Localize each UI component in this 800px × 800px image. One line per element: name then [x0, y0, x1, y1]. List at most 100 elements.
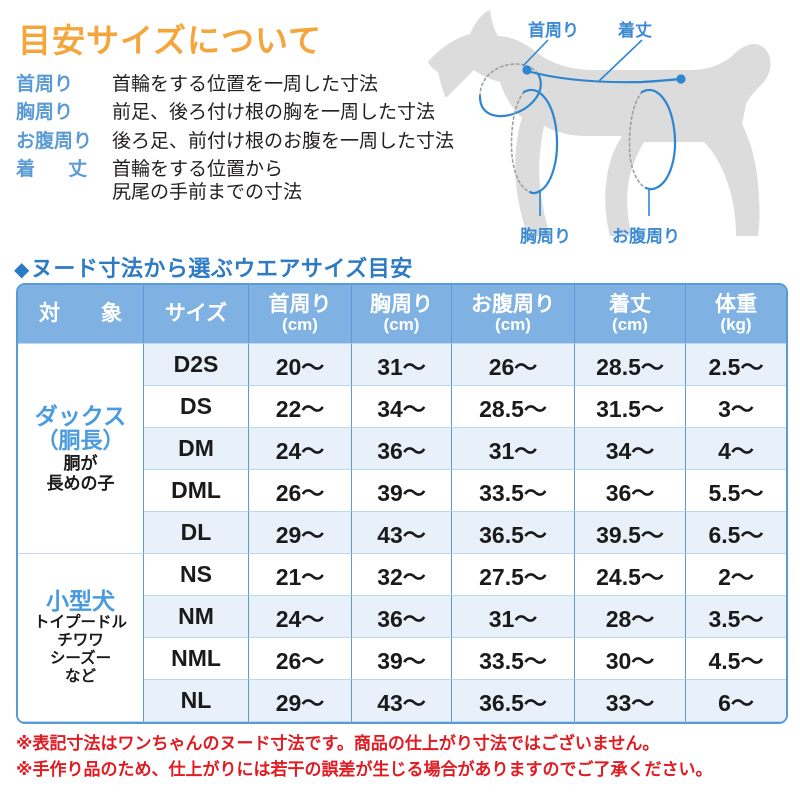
table-row: NML 26〜 39〜 33.5〜 30〜 4.5〜	[18, 638, 786, 680]
table-header: 対 象 サイズ 首周り (cm) 胸周り (cm) お腹周り (cm) 着丈 (…	[18, 285, 786, 344]
col-header-chest: 胸周り (cm)	[352, 285, 452, 344]
legend-term-neck: 首周り	[16, 74, 74, 95]
cell-belly: 26〜	[452, 344, 575, 386]
chest-loop-hidden	[510, 91, 531, 193]
cell-neck: 22〜	[249, 386, 352, 428]
group-note-line1: 胴が	[63, 453, 98, 473]
col-header-length-unit: (cm)	[612, 315, 648, 335]
cell-neck: 26〜	[249, 638, 352, 680]
cell-belly: 33.5〜	[452, 470, 575, 512]
group-label-dachshund: ダックス （胴長） 胴が 長めの子	[18, 344, 144, 554]
cell-neck: 24〜	[249, 596, 352, 638]
section-heading: ◆ヌード寸法から選ぶウエアサイズ目安	[14, 251, 413, 283]
group-note-line4: など	[64, 668, 96, 686]
back-length-line	[525, 69, 682, 84]
diamond-bullet-icon: ◆	[14, 259, 30, 281]
cell-neck: 26〜	[249, 470, 352, 512]
size-chart-container: 対 象 サイズ 首周り (cm) 胸周り (cm) お腹周り (cm) 着丈 (…	[16, 283, 788, 724]
legend-term-belly: お腹周り	[16, 130, 93, 152]
group-note-line1: トイプードル	[33, 614, 127, 632]
length-end-dot	[676, 74, 686, 84]
dog-measurement-diagram: 首周り 着丈 胸周り お腹周り	[420, 0, 800, 250]
table-row: DM 24〜 36〜 31〜 34〜 4〜	[18, 428, 786, 470]
cell-chest: 31〜	[352, 344, 452, 386]
legend-term-chest: 胸周り	[16, 102, 74, 124]
belly-loop-hidden	[628, 91, 647, 189]
legend-desc-length: 首輪をする位置から 尻尾の手前までの寸法	[112, 159, 302, 204]
cell-length: 28〜	[575, 596, 686, 638]
belly-loop-visible	[640, 88, 677, 191]
length-start-dot	[522, 65, 532, 75]
figure-label-chest: 胸周り	[520, 227, 571, 246]
legend-item-chest: 胸周り 前足、後ろ付け根の胸を一周した寸法	[16, 102, 496, 124]
table-body: ダックス （胴長） 胴が 長めの子 D2S 20〜 31〜 26〜 28.5〜 …	[18, 344, 786, 722]
table-row: DML 26〜 39〜 33.5〜 36〜 5.5〜	[18, 470, 786, 512]
cell-size: NS	[144, 554, 249, 596]
cell-chest: 39〜	[352, 470, 452, 512]
cell-neck: 20〜	[249, 344, 352, 386]
cell-weight: 2.5〜	[686, 344, 786, 386]
footnote-line-2: ※手作り品のため、仕上がりには若干の誤差が生じる場合がありますのでご了承ください…	[16, 760, 713, 780]
page-title: 目安サイズについて	[18, 22, 323, 59]
cell-weight: 4〜	[686, 428, 786, 470]
neck-leader-line	[522, 39, 549, 67]
size-chart-table: 対 象 サイズ 首周り (cm) 胸周り (cm) お腹周り (cm) 着丈 (…	[16, 283, 788, 724]
col-header-weight: 体重 (kg)	[686, 285, 786, 344]
cell-chest: 32〜	[352, 554, 452, 596]
group-note-line2: 長めの子	[46, 473, 115, 493]
cell-weight: 6〜	[686, 680, 786, 722]
legend-item-length: 着 丈 首輪をする位置から 尻尾の手前までの寸法	[16, 159, 496, 204]
figure-label-belly: お腹周り	[612, 227, 680, 246]
cell-length: 30〜	[575, 638, 686, 680]
cell-belly: 36.5〜	[452, 680, 575, 722]
cell-length: 31.5〜	[575, 386, 686, 428]
cell-neck: 29〜	[249, 680, 352, 722]
table-row: 小型犬 トイプードル チワワ シーズー など NS 21〜 32〜 27.5〜 …	[18, 554, 786, 722]
cell-size: DM	[144, 428, 249, 470]
cell-neck: 29〜	[249, 512, 352, 554]
cell-length: 39.5〜	[575, 512, 686, 554]
group-label-sub: （胴長）	[36, 428, 125, 454]
legend-desc-neck: 首輪をする位置を一周した寸法	[112, 74, 379, 95]
cell-weight: 6.5〜	[686, 512, 786, 554]
group-note-line2: チワワ	[57, 632, 104, 650]
length-leader-line	[597, 39, 643, 83]
cell-belly: 31〜	[452, 428, 575, 470]
col-header-length: 着丈 (cm)	[575, 285, 686, 344]
table-row: ダックス （胴長） 胴が 長めの子 D2S 20〜 31〜 26〜 28.5〜 …	[18, 344, 786, 554]
cell-chest: 36〜	[352, 428, 452, 470]
col-header-chest-label: 胸周り	[370, 292, 433, 316]
col-header-weight-unit: (kg)	[720, 315, 752, 335]
neck-loop-hidden	[479, 63, 539, 97]
cell-belly: 36.5〜	[452, 512, 575, 554]
legend-desc-length-line2: 尻尾の手前までの寸法	[112, 181, 303, 203]
legend-item-neck: 首周り 首輪をする位置を一周した寸法	[16, 74, 496, 96]
cell-size: NM	[144, 596, 249, 638]
cell-weight: 3〜	[686, 386, 786, 428]
col-header-length-label: 着丈	[609, 292, 651, 316]
cell-belly: 28.5〜	[452, 386, 575, 428]
cell-length: 24.5〜	[575, 554, 686, 596]
figure-label-length: 着丈	[618, 21, 652, 40]
table-row: NM 24〜 36〜 31〜 28〜 3.5〜	[18, 596, 786, 638]
group-label-main: 小型犬	[46, 587, 115, 614]
cell-weight: 4.5〜	[686, 638, 786, 680]
footnotes: ※表記寸法はワンちゃんのヌード寸法です。商品の仕上がり寸法ではございません。 ※…	[16, 731, 796, 784]
cell-chest: 43〜	[352, 512, 452, 554]
legend-desc-belly: 後ろ足、前付け根のお腹を一周した寸法	[112, 130, 455, 152]
cell-length: 36〜	[575, 470, 686, 512]
table-row: NL 29〜 43〜 36.5〜 33〜 6〜	[18, 680, 786, 722]
group-note-line3: シーズー	[49, 650, 112, 668]
cell-neck: 21〜	[249, 554, 352, 596]
cell-size: NL	[144, 680, 249, 722]
legend-desc-chest: 前足、後ろ付け根の胸を一周した寸法	[112, 102, 436, 124]
legend-desc-length-line1: 首輪をする位置から	[112, 159, 284, 181]
col-header-neck: 首周り (cm)	[249, 285, 352, 344]
legend-term-length: 着 丈	[16, 159, 102, 181]
col-header-belly-label: お腹周り	[471, 292, 555, 316]
measurement-legend: 首周り 首輪をする位置を一周した寸法 胸周り 前足、後ろ付け根の胸を一周した寸法…	[16, 74, 496, 210]
cell-weight: 5.5〜	[686, 470, 786, 512]
cell-weight: 3.5〜	[686, 596, 786, 638]
intro-section: 目安サイズについて 首周り 首輪をする位置を一周した寸法 胸周り 前足、後ろ付け…	[0, 0, 800, 248]
col-header-size: サイズ	[144, 285, 249, 344]
